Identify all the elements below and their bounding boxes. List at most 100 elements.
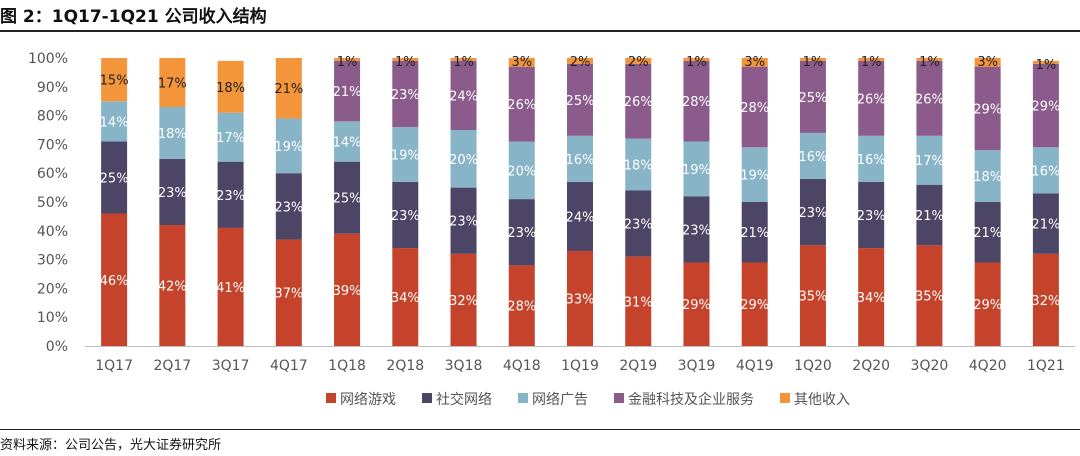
bar-segment bbox=[275, 239, 302, 346]
data-label: 1% bbox=[803, 55, 824, 70]
bar-segment bbox=[392, 248, 419, 346]
bar-segment bbox=[159, 58, 186, 107]
data-label: 21% bbox=[333, 85, 362, 100]
legend-label: 网络游戏 bbox=[340, 392, 396, 408]
data-label: 25% bbox=[333, 192, 362, 207]
data-label: 26% bbox=[915, 92, 944, 107]
data-label: 16% bbox=[566, 153, 595, 168]
data-label: 25% bbox=[798, 91, 827, 106]
data-label: 26% bbox=[857, 92, 886, 107]
bar-segment bbox=[799, 132, 826, 179]
bar-segment bbox=[1032, 193, 1059, 254]
bar-segment bbox=[799, 58, 826, 61]
data-label: 2% bbox=[628, 55, 649, 70]
legend-swatch bbox=[326, 393, 336, 403]
bar-segment bbox=[101, 213, 128, 346]
data-label: 23% bbox=[507, 226, 536, 241]
bar-series-group: 46%25%14%0%15%42%23%18%0%17%41%23%17%0%1… bbox=[100, 55, 1060, 346]
x-tick-label: 4Q20 bbox=[969, 358, 1007, 374]
bar-segment bbox=[275, 118, 302, 174]
data-label: 18% bbox=[624, 159, 653, 174]
data-label: 19% bbox=[682, 163, 711, 178]
x-tick-label: 2Q17 bbox=[153, 358, 191, 374]
bar-segment bbox=[101, 101, 128, 142]
x-tick-label: 3Q17 bbox=[212, 358, 250, 374]
y-tick-label: 80% bbox=[37, 109, 68, 125]
data-label: 23% bbox=[798, 206, 827, 221]
y-tick-label: 30% bbox=[37, 253, 68, 269]
bar-segment bbox=[450, 130, 477, 188]
data-label: 2% bbox=[570, 55, 591, 70]
bar-segment bbox=[858, 181, 885, 249]
data-label: 25% bbox=[100, 172, 129, 187]
y-tick-label: 100% bbox=[28, 51, 68, 67]
bar-segment bbox=[916, 184, 943, 246]
data-label: 16% bbox=[857, 153, 886, 168]
bar-segment bbox=[567, 63, 593, 136]
bar-segment bbox=[334, 161, 361, 234]
y-axis: 0% 10% 20% 30% 40% 50% 60% 70% 80% 90% 100% bbox=[28, 51, 1075, 355]
bar-segment bbox=[508, 265, 535, 346]
bar-segment bbox=[508, 58, 535, 67]
bar-segment bbox=[625, 58, 652, 64]
bar-segment bbox=[741, 147, 768, 202]
x-tick-label: 3Q19 bbox=[678, 358, 716, 374]
bar-segment bbox=[741, 58, 768, 67]
bar-segment bbox=[392, 60, 419, 128]
bar-segment bbox=[799, 60, 826, 133]
bar-segment bbox=[741, 262, 768, 346]
bar-segment bbox=[450, 60, 477, 130]
figure-title: 图 2：1Q17-1Q21 公司收入结构 bbox=[0, 7, 267, 27]
bar-segment bbox=[392, 181, 419, 249]
bar-segment bbox=[567, 135, 593, 182]
x-tick-label: 3Q18 bbox=[445, 358, 483, 374]
data-label: 18% bbox=[216, 81, 245, 96]
data-label: 23% bbox=[449, 215, 478, 230]
bar-segment bbox=[217, 227, 244, 346]
data-label: 19% bbox=[391, 148, 420, 163]
bar-segment bbox=[625, 63, 652, 139]
y-tick-label: 90% bbox=[37, 80, 68, 96]
bar-segment bbox=[1032, 63, 1059, 148]
bar-segment bbox=[508, 199, 535, 266]
data-label: 29% bbox=[682, 298, 711, 313]
y-tick-label: 40% bbox=[37, 224, 68, 240]
bar-segment bbox=[799, 245, 826, 346]
bar-segment bbox=[1032, 60, 1059, 64]
x-tick-label: 1Q21 bbox=[1027, 358, 1065, 374]
x-tick-label: 1Q19 bbox=[561, 358, 599, 374]
data-label: 29% bbox=[973, 102, 1002, 117]
data-label: 35% bbox=[798, 290, 827, 305]
bar-segment bbox=[741, 66, 768, 148]
x-axis: 1Q17 2Q17 3Q17 4Q17 1Q18 2Q18 3Q18 4Q18 1Q19 2Q19… bbox=[95, 358, 1065, 374]
data-label: 23% bbox=[158, 186, 187, 201]
bar-segment bbox=[974, 202, 1001, 263]
data-label: 14% bbox=[333, 136, 362, 151]
data-label: 31% bbox=[624, 295, 653, 310]
data-label: 23% bbox=[391, 88, 420, 103]
data-label: 21% bbox=[915, 209, 944, 224]
data-label: 15% bbox=[100, 74, 129, 89]
data-label: 21% bbox=[1031, 218, 1060, 233]
bar-segment bbox=[508, 141, 535, 200]
data-label: 28% bbox=[682, 95, 711, 110]
bar-segment bbox=[508, 66, 535, 142]
bar-segment bbox=[974, 66, 1001, 151]
source-divider bbox=[0, 429, 1080, 430]
bar-segment bbox=[1032, 253, 1059, 346]
data-label: 41% bbox=[216, 281, 245, 296]
legend-swatch bbox=[614, 393, 624, 403]
data-label: 28% bbox=[740, 101, 769, 116]
data-label: 32% bbox=[1031, 294, 1060, 309]
data-label: 24% bbox=[566, 210, 595, 225]
bar-segment bbox=[625, 190, 652, 257]
bar-segment bbox=[217, 60, 244, 113]
data-label: 23% bbox=[391, 209, 420, 224]
x-tick-label: 1Q18 bbox=[328, 358, 366, 374]
bar-segment bbox=[741, 202, 768, 263]
data-label: 19% bbox=[274, 140, 303, 155]
data-label: 18% bbox=[158, 127, 187, 142]
bar-segment bbox=[683, 196, 710, 263]
bar-segment bbox=[683, 58, 710, 61]
bar-segment bbox=[567, 58, 593, 64]
